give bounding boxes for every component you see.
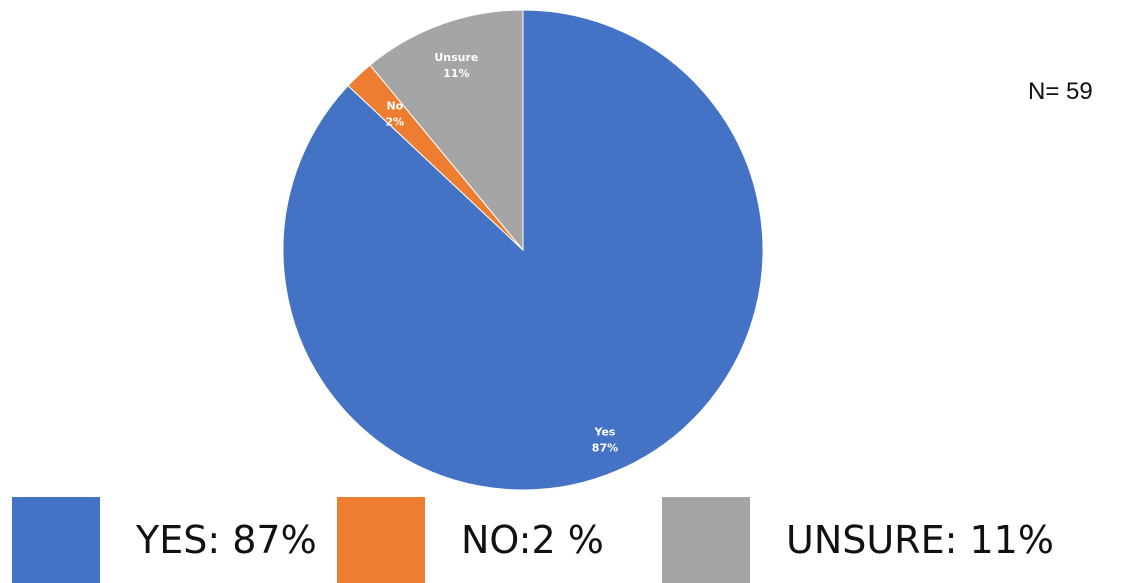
- slice-yes-value-label: 87%: [592, 441, 618, 454]
- slice-unsure-label: Unsure: [434, 51, 478, 64]
- slice-yes: [282, 9, 764, 491]
- legend-item-no: NO:2 %: [337, 497, 604, 583]
- sample-size-label: N= 59: [1028, 78, 1093, 105]
- legend-swatch-yes: [12, 497, 100, 583]
- legend-label-yes: YES: 87%: [136, 518, 317, 562]
- legend-swatch-no: [337, 497, 425, 583]
- legend-value-no: 2 %: [531, 518, 604, 562]
- legend-label-unsure: UNSURE: 11%: [786, 518, 1054, 562]
- slice-no-value-label: 2%: [386, 116, 405, 129]
- legend-value-yes: 87%: [220, 518, 317, 562]
- legend-name-unsure: UNSURE:: [786, 518, 958, 562]
- slice-unsure-value-label: 11%: [443, 67, 469, 80]
- legend-name-no: NO:: [461, 518, 532, 562]
- legend-item-unsure: UNSURE: 11%: [662, 497, 1054, 583]
- slice-unsure: [369, 9, 524, 252]
- legend-item-yes: YES: 87%: [12, 497, 317, 583]
- legend: YES: 87% NO:2 % UNSURE: 11%: [0, 497, 1122, 583]
- legend-name-yes: YES:: [136, 518, 221, 562]
- slice-no-label: No: [386, 100, 403, 113]
- legend-label-no: NO:2 %: [461, 518, 604, 562]
- legend-swatch-unsure: [662, 497, 750, 583]
- slice-yes-label: Yes: [593, 425, 615, 438]
- legend-value-unsure: 11%: [957, 518, 1054, 562]
